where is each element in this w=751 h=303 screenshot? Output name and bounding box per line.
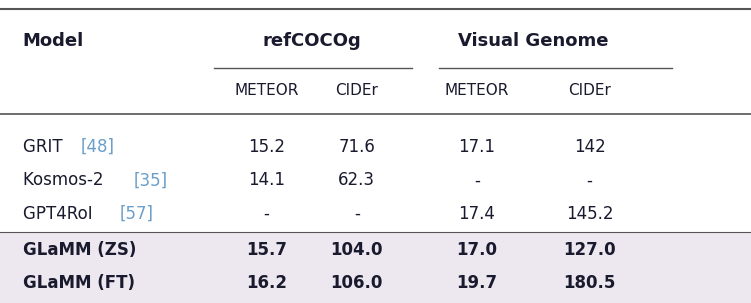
Text: 16.2: 16.2 [246, 274, 287, 292]
Text: CIDEr: CIDEr [335, 83, 379, 98]
Bar [0, 232, 751, 303]
Text: 17.0: 17.0 [457, 241, 497, 259]
Text: 180.5: 180.5 [563, 274, 616, 292]
Text: 19.7: 19.7 [457, 274, 497, 292]
Text: 17.4: 17.4 [458, 205, 496, 223]
Text: 104.0: 104.0 [330, 241, 383, 259]
Text: -: - [474, 171, 480, 189]
Text: 127.0: 127.0 [563, 241, 616, 259]
Text: [35]: [35] [133, 171, 167, 189]
Text: -: - [264, 205, 270, 223]
Text: 71.6: 71.6 [338, 138, 376, 156]
Text: GRIT: GRIT [23, 138, 68, 156]
Text: 145.2: 145.2 [566, 205, 614, 223]
Text: 15.7: 15.7 [246, 241, 287, 259]
Text: GLaMM (FT): GLaMM (FT) [23, 274, 134, 292]
Text: CIDEr: CIDEr [568, 83, 611, 98]
Text: GPT4RoI: GPT4RoI [23, 205, 98, 223]
Text: refCOCOg: refCOCOg [262, 32, 361, 50]
Text: 62.3: 62.3 [338, 171, 376, 189]
Text: -: - [354, 205, 360, 223]
Text: 142: 142 [574, 138, 605, 156]
Text: GLaMM (ZS): GLaMM (ZS) [23, 241, 136, 259]
Text: 15.2: 15.2 [248, 138, 285, 156]
Text: Model: Model [23, 32, 84, 50]
Text: METEOR: METEOR [445, 83, 509, 98]
Text: 14.1: 14.1 [248, 171, 285, 189]
Text: [48]: [48] [80, 138, 114, 156]
Text: Visual Genome: Visual Genome [458, 32, 608, 50]
Text: Kosmos-2: Kosmos-2 [23, 171, 108, 189]
Text: -: - [587, 171, 593, 189]
Text: 106.0: 106.0 [330, 274, 383, 292]
Text: [57]: [57] [119, 205, 153, 223]
Text: METEOR: METEOR [234, 83, 299, 98]
Text: 17.1: 17.1 [458, 138, 496, 156]
